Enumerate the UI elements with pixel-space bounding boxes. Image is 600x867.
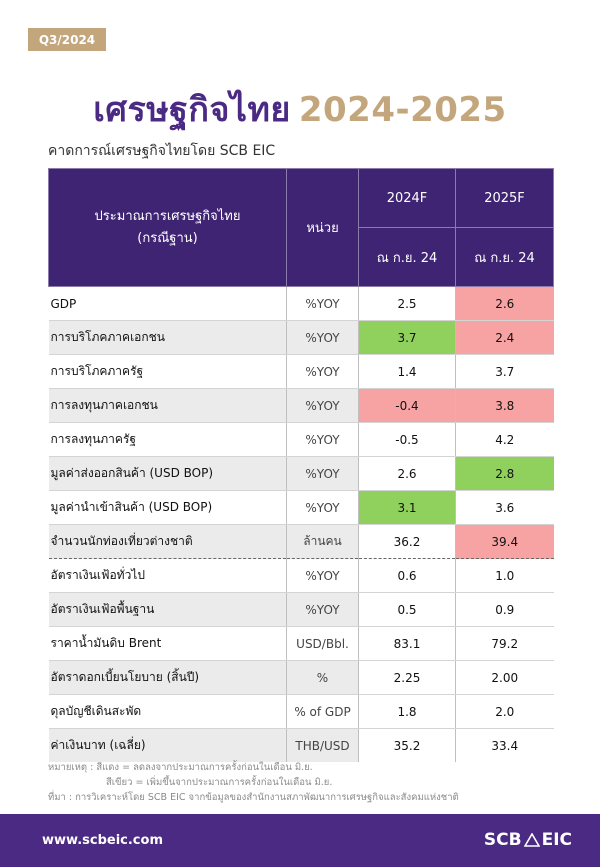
value-2025f: 2.8	[455, 456, 554, 491]
indicator-unit: %YOY	[286, 320, 359, 355]
indicator-name: การบริโภคภาคเอกชน	[48, 320, 287, 355]
value-2025f: 0.9	[455, 592, 554, 627]
table-row: การลงทุนภาคเอกชน %YOY -0.4 3.8	[48, 388, 554, 423]
header-2025f: 2025F	[455, 168, 554, 228]
value-2025f: 1.0	[455, 558, 554, 593]
value-2025f: 2.00	[455, 660, 554, 695]
header-2025f-date: ณ ก.ย. 24	[455, 227, 554, 287]
value-2024f: 35.2	[358, 728, 456, 762]
value-2024f: 0.5	[358, 592, 456, 627]
value-2025f: 3.8	[455, 388, 554, 423]
indicator-unit: % of GDP	[286, 694, 359, 729]
title-years: 2024-2025	[298, 90, 507, 130]
indicator-name: มูลค่าส่งออกสินค้า (USD BOP)	[48, 456, 287, 491]
footnotes: หมายเหตุ : สีแดง = ลดลงจากประมาณการครั้ง…	[48, 760, 459, 805]
header-indicator-line1: ประมาณการเศรษฐกิจไทย	[94, 208, 241, 224]
forecast-table: ประมาณการเศรษฐกิจไทย (กรณีฐาน) หน่วย 202…	[48, 168, 554, 762]
indicator-unit: %YOY	[286, 490, 359, 525]
table-row: อัตราดอกเบี้ยนโยบาย (สิ้นปี)% 2.25 2.00	[48, 660, 554, 695]
table-row: ราคาน้ำมันดิบ Brent USD/Bbl. 83.1 79.2	[48, 626, 554, 661]
website-link[interactable]: www.scbeic.com	[42, 833, 163, 848]
page-title: เศรษฐกิจไทย 2024-2025	[0, 82, 600, 136]
indicator-unit: %	[286, 660, 359, 695]
header-indicator: ประมาณการเศรษฐกิจไทย (กรณีฐาน)	[48, 168, 287, 287]
quarter-badge: Q3/2024	[28, 28, 106, 51]
value-2024f: 1.4	[358, 354, 456, 389]
value-2024f: 2.5	[358, 286, 456, 321]
indicator-unit: %YOY	[286, 456, 359, 491]
value-2025f: 3.6	[455, 490, 554, 525]
table-row: การบริโภคภาคเอกชน %YOY 3.7 2.4	[48, 320, 554, 355]
indicator-name: อัตราดอกเบี้ยนโยบาย (สิ้นปี)	[48, 660, 287, 695]
table-row: อัตราเงินเฟ้อทั่วไป %YOY 0.6 1.0	[48, 558, 554, 593]
table-body: GDP %YOY 2.5 2.6 การบริโภคภาคเอกชน %YOY 3.7 2.4…	[48, 286, 554, 762]
indicator-name: มูลค่านำเข้าสินค้า (USD BOP)	[48, 490, 287, 525]
value-2025f: 2.0	[455, 694, 554, 729]
value-2025f: 79.2	[455, 626, 554, 661]
header-2024f-date: ณ ก.ย. 24	[358, 227, 456, 287]
value-2024f: 3.7	[358, 320, 456, 355]
value-2024f: 36.2	[358, 524, 456, 559]
table-row: ค่าเงินบาท (เฉลี่ย) THB/USD 35.2 33.4	[48, 728, 554, 762]
indicator-unit: %YOY	[286, 286, 359, 321]
indicator-name: GDP	[48, 286, 287, 321]
value-2024f: 2.25	[358, 660, 456, 695]
indicator-unit: %YOY	[286, 422, 359, 457]
header-indicator-line2: (กรณีฐาน)	[137, 230, 198, 246]
table-row: ดุลบัญชีเดินสะพัด% of GDP 1.8 2.0	[48, 694, 554, 729]
indicator-unit: ล้านคน	[286, 524, 359, 559]
indicator-unit: THB/USD	[286, 728, 359, 762]
footer-bar: www.scbeic.com SCB EIC	[0, 814, 600, 867]
table-row: มูลค่าส่งออกสินค้า (USD BOP) %YOY 2.6 2.8	[48, 456, 554, 491]
note-source: ที่มา : การวิเคราะห์โดย SCB EIC จากข้อมู…	[48, 792, 459, 803]
indicator-name: อัตราเงินเฟ้อพื้นฐาน	[48, 592, 287, 627]
logo-text-scb: SCB	[483, 830, 522, 850]
value-2025f: 33.4	[491, 738, 519, 753]
indicator-name: ราคาน้ำมันดิบ Brent	[48, 626, 287, 661]
indicator-unit: USD/Bbl.	[286, 626, 359, 661]
title-thai: เศรษฐกิจไทย	[93, 90, 291, 130]
table-row: การลงทุนภาครัฐ %YOY -0.5 4.2	[48, 422, 554, 457]
indicator-name: ดุลบัญชีเดินสะพัด	[48, 694, 287, 729]
value-2024f: 3.1	[358, 490, 456, 525]
note-green: สีเขียว = เพิ่มขึ้นจากประมาณการครั้งก่อน…	[106, 777, 333, 788]
value-2025f: 4.2	[455, 422, 554, 457]
value-2024f: 1.8	[358, 694, 456, 729]
scb-eic-logo: SCB EIC	[484, 830, 572, 850]
indicator-name: จำนวนนักท่องเที่ยวต่างชาติ	[48, 524, 287, 559]
value-2024f: -0.4	[358, 388, 456, 423]
indicator-name: ค่าเงินบาท (เฉลี่ย)	[48, 728, 287, 762]
logo-triangle-icon	[523, 833, 540, 847]
value-2025f: 39.4	[455, 524, 554, 559]
value-2024f: 83.1	[358, 626, 456, 661]
indicator-unit: %YOY	[286, 388, 359, 423]
table-row: GDP %YOY 2.5 2.6	[48, 286, 554, 321]
indicator-unit: %YOY	[286, 558, 359, 593]
value-2025f: 2.6	[455, 286, 554, 321]
indicator-name: อัตราเงินเฟ้อทั่วไป	[48, 558, 287, 593]
value-2025f: 2.4	[455, 320, 554, 355]
value-2024f: 0.6	[358, 558, 456, 593]
subtitle: คาดการณ์เศรษฐกิจไทยโดย SCB EIC	[48, 143, 276, 159]
indicator-unit: %YOY	[286, 354, 359, 389]
table-row: อัตราเงินเฟ้อพื้นฐาน %YOY 0.5 0.9	[48, 592, 554, 627]
table-row: การบริโภคภาครัฐ %YOY 1.4 3.7	[48, 354, 554, 389]
note-red: หมายเหตุ : สีแดง = ลดลงจากประมาณการครั้ง…	[48, 762, 313, 773]
value-2024f: 2.6	[358, 456, 456, 491]
indicator-unit: %YOY	[286, 592, 359, 627]
header-unit: หน่วย	[286, 168, 359, 287]
indicator-name: การบริโภคภาครัฐ	[48, 354, 287, 389]
header-2024f: 2024F	[358, 168, 456, 228]
logo-text-eic: EIC	[541, 830, 572, 850]
value-2025f: 3.7	[455, 354, 554, 389]
table-row: มูลค่านำเข้าสินค้า (USD BOP) %YOY 3.1 3.6	[48, 490, 554, 525]
table-row: จำนวนนักท่องเที่ยวต่างชาติ ล้านคน 36.2 39.4	[48, 524, 554, 559]
value-2024f: -0.5	[358, 422, 456, 457]
indicator-name: การลงทุนภาคเอกชน	[48, 388, 287, 423]
indicator-name: การลงทุนภาครัฐ	[48, 422, 287, 457]
